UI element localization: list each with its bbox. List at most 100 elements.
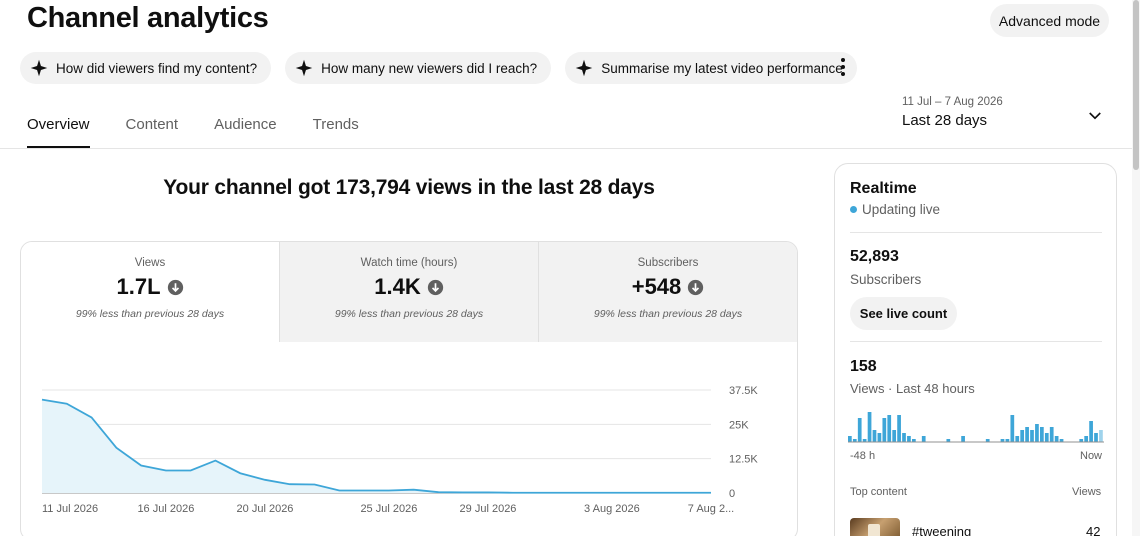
views-headline: Your channel got 173,794 views in the la… (163, 176, 655, 199)
realtime-bar (1010, 415, 1015, 442)
metric-value: 1.4K (374, 274, 421, 299)
realtime-bar (912, 439, 916, 442)
scrollbar-track[interactable] (1132, 0, 1140, 536)
realtime-subscribers-value: 52,893 (850, 248, 899, 265)
top-content-views-header: Views (1072, 486, 1102, 498)
realtime-bar (1079, 439, 1084, 442)
metric-note: 99% less than previous 28 days (75, 308, 225, 320)
suggestion-label: Summarise my latest video performance (601, 60, 843, 76)
sparkle-icon (30, 59, 48, 77)
advanced-mode-button[interactable]: Advanced mode (990, 4, 1109, 37)
realtime-bar (897, 415, 901, 442)
realtime-bar (921, 436, 926, 442)
date-range-label: Last 28 days (902, 112, 988, 129)
suggestion-chip-discovery[interactable]: How did viewers find my content? (20, 52, 272, 84)
video-thumbnail[interactable] (850, 518, 900, 536)
metric-value: +548 (631, 274, 682, 299)
realtime-bar (1035, 424, 1039, 442)
suggestion-label: How did viewers find my content? (56, 60, 258, 76)
views-line (41, 398, 711, 494)
realtime-bar (848, 436, 852, 442)
realtime-bar (1044, 433, 1049, 442)
y-tick-label: 12.5K (729, 454, 758, 466)
realtime-bar (1005, 439, 1010, 442)
realtime-bar (867, 412, 872, 442)
tab-bar: Overview Content Audience Trends (27, 110, 395, 148)
realtime-axis-start: -48 h (850, 450, 876, 462)
x-tick-label: 29 Jul 2026 (460, 503, 517, 515)
top-content-views: 42 (1086, 524, 1101, 536)
realtime-card: Realtime Updating live 52,893 Subscriber… (834, 163, 1117, 536)
tab-audience[interactable]: Audience (214, 116, 277, 133)
see-live-count-button[interactable]: See live count (850, 297, 957, 330)
chevron-down-icon[interactable] (1086, 107, 1104, 125)
realtime-status-label: Updating live (862, 202, 941, 217)
realtime-bar (1000, 439, 1005, 442)
metric-watch-time[interactable]: Watch time (hours) 1.4K 99% less than pr… (279, 242, 538, 342)
realtime-bar (1094, 433, 1098, 442)
views-area (42, 399, 711, 493)
y-tick-label: 37.5K (729, 385, 758, 397)
realtime-bar (877, 433, 882, 442)
realtime-views-label: Views · Last 48 hours (850, 381, 975, 396)
realtime-bar (1099, 430, 1103, 442)
more-options-icon[interactable] (835, 56, 851, 78)
x-tick-label: 7 Aug 2... (688, 503, 734, 515)
realtime-bar (902, 433, 906, 442)
realtime-bar (1089, 421, 1093, 442)
date-range-selector[interactable]: 11 Jul – 7 Aug 2026 Last 28 days (902, 96, 1003, 129)
realtime-bar (1015, 436, 1020, 442)
live-dot-icon (850, 206, 857, 213)
realtime-bar (1049, 427, 1054, 442)
realtime-axis-end: Now (1080, 450, 1103, 462)
suggestion-chip-summary[interactable]: Summarise my latest video performance (565, 52, 857, 84)
realtime-bar (852, 439, 857, 442)
suggestion-label: How many new viewers did I reach? (321, 60, 538, 76)
suggestion-chips: How did viewers find my content? How man… (20, 52, 857, 84)
x-tick-label: 25 Jul 2026 (360, 503, 417, 515)
x-tick-label: 16 Jul 2026 (137, 503, 194, 515)
x-tick-label: 20 Jul 2026 (237, 503, 294, 515)
metric-subscribers[interactable]: Subscribers +548 99% less than previous … (538, 242, 797, 342)
realtime-bar (887, 415, 892, 442)
metrics-card: Views 1.7L 99% less than previous 28 day… (20, 241, 798, 536)
metric-note: 99% less than previous 28 days (593, 308, 743, 320)
top-content-header: Top content (850, 486, 907, 498)
realtime-views-bars[interactable] (848, 404, 1104, 444)
arrow-down-circle-icon (688, 279, 704, 295)
tab-trends[interactable]: Trends (312, 116, 359, 133)
page-title: Channel analytics (27, 2, 269, 34)
tab-content[interactable]: Content (125, 116, 179, 133)
sparkle-icon (295, 59, 313, 77)
x-tick-label: 11 Jul 2026 (42, 503, 98, 515)
realtime-bar (862, 439, 867, 442)
realtime-bar (1025, 427, 1029, 442)
x-tick-label: 3 Aug 2026 (584, 503, 640, 515)
realtime-bar (857, 418, 862, 442)
tab-overview[interactable]: Overview (27, 110, 90, 148)
realtime-bar (946, 439, 951, 442)
date-range-dates: 11 Jul – 7 Aug 2026 (902, 96, 1003, 108)
header-divider (0, 148, 1132, 149)
top-content-title[interactable]: #tweening (912, 524, 972, 536)
arrow-down-circle-icon (427, 279, 443, 295)
y-tick-label: 25K (729, 419, 749, 431)
divider (850, 341, 1102, 342)
realtime-bar (961, 436, 965, 442)
realtime-subscribers-label: Subscribers (850, 272, 922, 287)
metric-value: 1.7L (116, 274, 161, 299)
metric-views[interactable]: Views 1.7L 99% less than previous 28 day… (21, 242, 279, 342)
realtime-bar (1020, 430, 1025, 442)
sparkle-icon (575, 59, 593, 77)
suggestion-chip-reach[interactable]: How many new viewers did I reach? (285, 52, 552, 84)
metric-label: Watch time (hours) (360, 257, 458, 269)
arrow-down-circle-icon (167, 279, 183, 295)
realtime-bar (872, 430, 877, 442)
views-chart[interactable]: 37.5K 25K 12.5K 0 11 Jul 2026 16 Jul 2026 20 J… (20, 341, 798, 531)
scrollbar-thumb[interactable] (1133, 0, 1139, 170)
realtime-views-value: 158 (850, 358, 877, 375)
realtime-bar (892, 430, 897, 442)
realtime-bar (1040, 427, 1044, 442)
y-tick-label: 0 (729, 488, 735, 500)
divider (850, 232, 1102, 233)
